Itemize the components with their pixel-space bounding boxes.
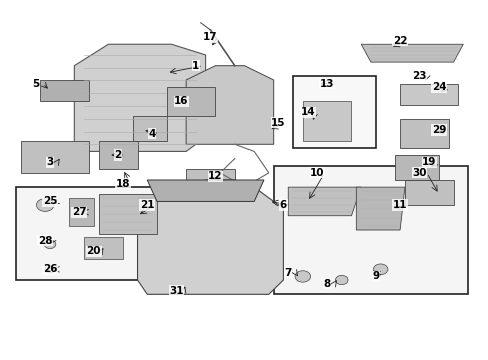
Text: 27: 27	[72, 207, 86, 217]
Polygon shape	[186, 66, 273, 144]
Text: 25: 25	[42, 197, 57, 206]
Polygon shape	[356, 187, 404, 230]
Polygon shape	[302, 102, 351, 141]
Polygon shape	[287, 187, 361, 216]
Text: 30: 30	[411, 168, 426, 178]
Circle shape	[294, 271, 310, 282]
Text: 29: 29	[431, 125, 445, 135]
Text: 31: 31	[169, 286, 183, 296]
Polygon shape	[361, 44, 462, 62]
Circle shape	[372, 264, 387, 275]
Polygon shape	[21, 141, 89, 173]
Polygon shape	[137, 180, 283, 294]
Text: 28: 28	[38, 236, 52, 246]
Text: 19: 19	[421, 157, 436, 167]
Text: 24: 24	[431, 82, 446, 92]
Text: 18: 18	[116, 179, 130, 189]
Bar	[292, 76, 375, 148]
Text: 3: 3	[46, 157, 54, 167]
Bar	[273, 166, 467, 294]
Text: 20: 20	[86, 247, 101, 256]
Text: 6: 6	[279, 200, 286, 210]
Text: 15: 15	[271, 118, 285, 128]
Bar	[16, 187, 176, 280]
Text: 16: 16	[174, 96, 188, 107]
Polygon shape	[166, 87, 215, 116]
Text: 9: 9	[371, 271, 379, 282]
Polygon shape	[40, 80, 89, 102]
Circle shape	[44, 240, 56, 249]
Text: 5: 5	[32, 78, 39, 89]
Polygon shape	[399, 119, 448, 148]
Circle shape	[36, 199, 54, 211]
Polygon shape	[74, 44, 205, 152]
Polygon shape	[69, 198, 94, 226]
Text: 12: 12	[208, 171, 222, 181]
Polygon shape	[84, 237, 122, 258]
Circle shape	[335, 275, 347, 285]
Polygon shape	[186, 169, 234, 191]
Text: 23: 23	[411, 71, 426, 81]
Text: 10: 10	[309, 168, 324, 178]
Text: 7: 7	[284, 268, 291, 278]
Text: 13: 13	[319, 78, 334, 89]
Circle shape	[45, 266, 55, 273]
Polygon shape	[394, 155, 438, 180]
Text: 11: 11	[392, 200, 407, 210]
Text: 4: 4	[148, 129, 156, 139]
Text: 8: 8	[323, 279, 330, 289]
Text: 21: 21	[140, 200, 154, 210]
Text: 17: 17	[203, 32, 217, 42]
Polygon shape	[147, 180, 264, 202]
Text: 22: 22	[392, 36, 407, 46]
Text: 14: 14	[300, 107, 314, 117]
Polygon shape	[99, 194, 157, 234]
Polygon shape	[99, 141, 137, 169]
Polygon shape	[404, 180, 453, 205]
Polygon shape	[132, 116, 166, 141]
Polygon shape	[399, 84, 458, 105]
Text: 2: 2	[114, 150, 122, 160]
Text: 26: 26	[42, 264, 57, 274]
Text: 1: 1	[192, 61, 199, 71]
